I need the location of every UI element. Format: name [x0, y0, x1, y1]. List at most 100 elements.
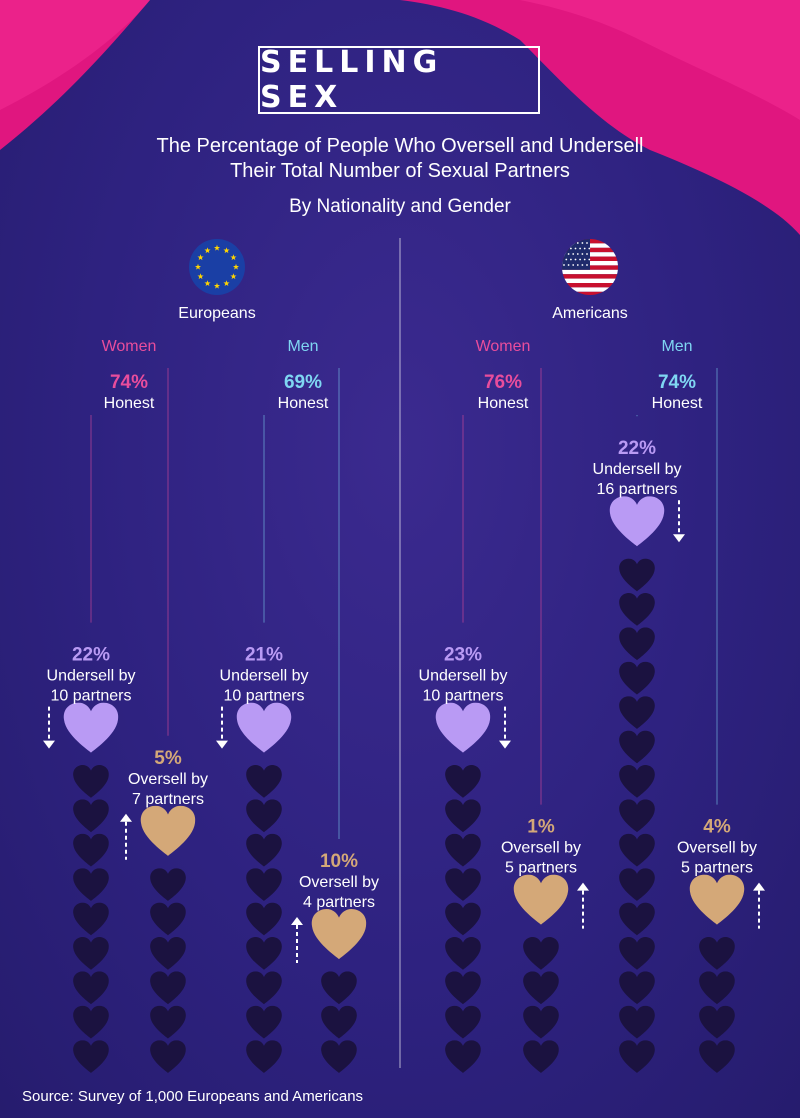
undersell-amount: 10 partners — [423, 688, 504, 705]
stack-heart — [150, 937, 186, 970]
page-title: SELLING SEX — [260, 45, 444, 115]
subtitle: The Percentage of People Who Oversell an… — [0, 134, 800, 184]
nationality-label-europeans: Europeans — [178, 305, 255, 322]
us-star — [588, 258, 591, 261]
stack-heart — [73, 1040, 109, 1073]
undersell-pct: 22% — [618, 438, 656, 459]
oversell-amount: 5 partners — [681, 860, 753, 877]
stack-heart — [619, 937, 655, 970]
stack-heart — [73, 902, 109, 936]
undersell-heart — [236, 702, 292, 753]
gender-label: Men — [287, 338, 318, 355]
undersell-pct: 21% — [245, 645, 283, 666]
us-star — [579, 258, 581, 261]
stack-heart — [445, 1005, 481, 1039]
oversell-heart — [140, 805, 196, 856]
eu-star — [204, 280, 211, 287]
subtitle-line-1: The Percentage of People Who Oversell an… — [156, 135, 644, 157]
oversell-label: Oversell by — [299, 874, 379, 891]
column-americans-men: Men 74% Honest 22% Undersell by 16 partners 4%… — [593, 338, 765, 1073]
subtitle-by-nationality: By Nationality and Gender — [289, 196, 511, 217]
column-europeans-women: Women 74% Honest 22% Undersell by 10 partners… — [43, 338, 208, 1073]
us-stripe — [562, 283, 618, 288]
source-note: Source: Survey of 1,000 Europeans and Am… — [22, 1088, 364, 1105]
arrow-up-icon — [577, 882, 589, 929]
stack-heart — [699, 937, 735, 970]
eu-flag-icon — [189, 239, 245, 295]
oversell-amount: 4 partners — [303, 894, 375, 911]
eu-star — [223, 280, 230, 287]
oversell-heart — [513, 874, 569, 925]
oversell-label: Oversell by — [128, 771, 208, 788]
us-star — [563, 253, 565, 255]
stack-heart — [619, 558, 655, 592]
stack-heart — [246, 902, 282, 936]
eu-star — [230, 254, 237, 261]
us-star — [570, 258, 572, 261]
stack-heart — [246, 799, 282, 833]
oversell-amount: 7 partners — [132, 791, 204, 808]
us-star — [572, 242, 575, 244]
honest-pct: 74% — [658, 372, 696, 393]
arrow-down-icon — [216, 706, 228, 749]
stack-heart — [150, 971, 186, 1005]
arrow-down-icon — [499, 706, 511, 749]
stack-heart — [523, 1005, 559, 1039]
undersell-amount: 10 partners — [51, 688, 132, 705]
stack-heart — [445, 765, 481, 798]
undersell-amount: 10 partners — [224, 688, 305, 705]
stack-heart — [619, 902, 655, 936]
stack-heart — [73, 1005, 109, 1039]
us-star — [567, 264, 570, 266]
stack-heart — [246, 833, 282, 867]
us-stripe — [562, 269, 618, 275]
undersell-heart — [63, 702, 119, 753]
stack-heart — [321, 971, 357, 1005]
stack-heart — [445, 902, 481, 936]
us-star — [565, 247, 568, 250]
stack-heart — [73, 971, 109, 1005]
stack-heart — [246, 937, 282, 970]
us-star — [586, 264, 588, 266]
oversell-pct: 10% — [320, 851, 358, 872]
stack-heart — [73, 868, 109, 901]
stack-heart — [246, 971, 282, 1005]
us-star — [581, 253, 584, 255]
stack-heart — [73, 765, 109, 798]
oversell-amount: 5 partners — [505, 860, 577, 877]
stack-heart — [150, 1040, 186, 1073]
us-star — [574, 258, 577, 261]
stack-heart — [523, 937, 559, 970]
oversell-pct: 4% — [703, 817, 731, 838]
oversell-heart — [311, 909, 367, 960]
arrow-up-icon — [291, 917, 303, 963]
gender-label: Men — [661, 338, 692, 355]
us-stripe — [562, 278, 618, 283]
undersell-label: Undersell by — [593, 461, 682, 478]
stack-heart — [321, 1005, 357, 1039]
eu-star — [204, 247, 211, 254]
us-star — [586, 253, 588, 255]
oversell-pct: 1% — [527, 817, 555, 838]
stack-heart — [523, 1040, 559, 1073]
us-stripe — [562, 287, 618, 292]
us-star — [583, 247, 586, 250]
oversell-heart — [689, 874, 745, 925]
stack-heart — [150, 902, 186, 936]
stack-heart — [246, 1040, 282, 1073]
us-star — [576, 264, 579, 266]
us-star — [586, 242, 588, 244]
honest-label: Honest — [104, 395, 155, 412]
nationality-label-americans: Americans — [552, 305, 628, 322]
us-star — [567, 242, 570, 244]
eu-star — [197, 273, 204, 280]
oversell-label: Oversell by — [501, 840, 581, 857]
arrow-down-icon — [673, 500, 685, 543]
eu-star — [213, 282, 221, 289]
stack-heart — [445, 868, 481, 901]
arrow-up-icon — [753, 882, 765, 929]
undersell-amount: 16 partners — [597, 481, 678, 498]
honest-pct: 76% — [484, 372, 522, 393]
